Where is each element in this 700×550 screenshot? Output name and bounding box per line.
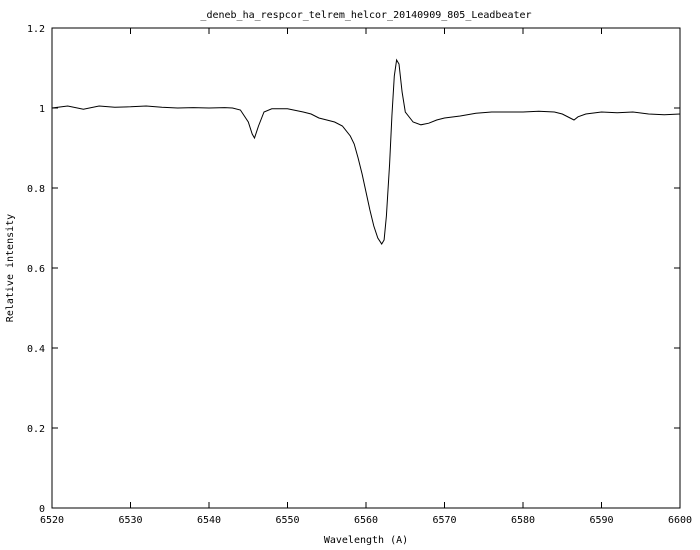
axis-ticks [51,27,681,509]
series-line [51,58,681,245]
y-tick-label: 0.6 [27,264,45,275]
y-tick-label: 1.2 [27,24,45,35]
x-tick-label: 6540 [197,515,221,526]
x-tick-label: 6570 [432,515,456,526]
x-tick-label: 6600 [668,515,692,526]
x-tick-label: 6590 [589,515,613,526]
x-tick-label: 6580 [511,515,535,526]
y-axis-label: Relative intensity [5,214,16,322]
x-tick-label: 6550 [275,515,299,526]
y-tick-label: 0 [39,504,45,515]
y-tick-label: 1 [39,104,45,115]
x-axis-label: Wavelength (A) [324,535,408,546]
y-tick-label: 0.8 [27,184,45,195]
y-tick-label: 0.4 [27,344,45,355]
x-tick-label: 6530 [118,515,142,526]
y-tick-label: 0.2 [27,424,45,435]
tick-labels: 6520 6530 6540 6550 6560 6570 6580 6590 6600 0 0.2… [27,24,692,526]
plot-frame [51,27,681,509]
chart-title: _deneb_ha_respcor_telrem_helcor_20140909… [200,10,531,21]
x-tick-label: 6560 [354,515,378,526]
x-tick-label: 6520 [40,515,64,526]
